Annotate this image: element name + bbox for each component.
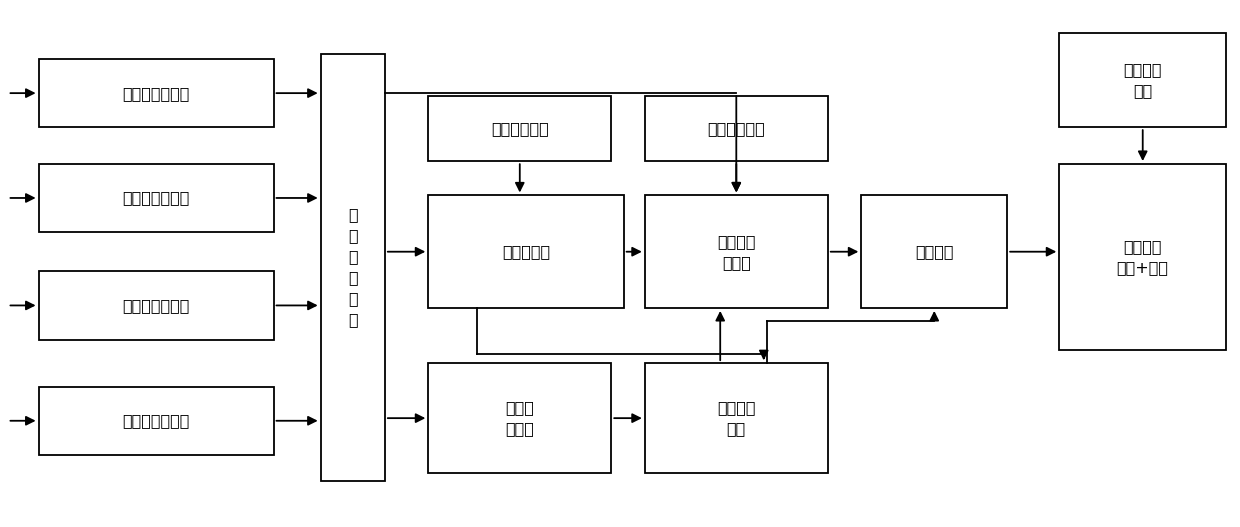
Bar: [1059, 33, 1226, 127]
Bar: [428, 363, 611, 473]
Text: 动力供电系统: 动力供电系统: [708, 121, 765, 136]
Text: 转台电机
驱动器: 转台电机 驱动器: [717, 233, 755, 270]
Bar: [38, 387, 274, 455]
Text: 控制程序保护: 控制程序保护: [491, 121, 548, 136]
Text: 转轴转速传感器: 转轴转速传感器: [123, 85, 190, 101]
Text: 声光报
警系统: 声光报 警系统: [506, 400, 534, 436]
Text: 转台电机: 转台电机: [915, 244, 954, 259]
Bar: [645, 363, 828, 473]
Bar: [38, 59, 274, 127]
Bar: [1059, 164, 1226, 350]
Text: 二级限位传感器: 二级限位传感器: [123, 298, 190, 313]
Bar: [645, 96, 828, 161]
Text: 计算机系统: 计算机系统: [502, 244, 551, 259]
Bar: [321, 54, 384, 481]
Bar: [38, 271, 274, 339]
Bar: [428, 196, 624, 308]
Text: 电气逻辑
控制: 电气逻辑 控制: [717, 400, 755, 436]
Text: 逻
辑
控
制
电
路: 逻 辑 控 制 电 路: [348, 208, 357, 327]
Bar: [645, 196, 828, 308]
Bar: [428, 96, 611, 161]
Bar: [38, 164, 274, 232]
Text: 转轴机械
保护: 转轴机械 保护: [1123, 62, 1162, 98]
Text: 转轴框锁传感器: 转轴框锁传感器: [123, 413, 190, 428]
Bar: [862, 196, 1007, 308]
Text: 转台机械
框架+温箱: 转台机械 框架+温箱: [1117, 239, 1169, 275]
Text: 一级限位传感器: 一级限位传感器: [123, 190, 190, 206]
